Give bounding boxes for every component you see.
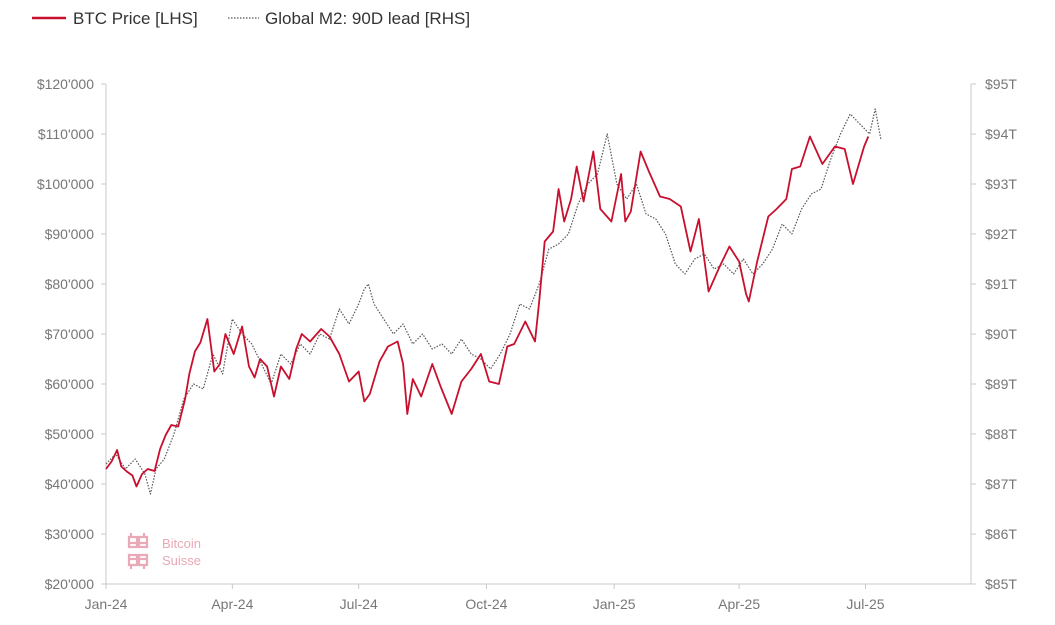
- right-tick-label: $89T: [985, 376, 1017, 392]
- legend-item-btc: BTC Price [LHS]: [32, 9, 198, 28]
- right-tick-label: $90T: [985, 326, 1017, 342]
- plot-area: $20'000 $30'000 $40'000 $50'000 $60'000 $70'0…: [37, 76, 1018, 612]
- right-tick-label: $87T: [985, 476, 1017, 492]
- left-axis-ticks: $20'000 $30'000 $40'000 $50'000 $60'000 $70'0…: [37, 76, 106, 592]
- x-tick-label: Jan-24: [85, 596, 128, 612]
- logo-line-2: Suisse: [162, 553, 201, 568]
- left-tick-label: $40'000: [45, 476, 95, 492]
- left-tick-label: $100'000: [37, 176, 94, 192]
- bitcoin-suisse-logo: Bitcoin Suisse: [127, 533, 201, 569]
- legend-item-m2: Global M2: 90D lead [RHS]: [228, 9, 470, 28]
- series-line-btc: [105, 135, 870, 488]
- right-tick-label: $85T: [985, 576, 1017, 592]
- x-tick-label: Jan-25: [593, 596, 636, 612]
- right-tick-label: $95T: [985, 76, 1017, 92]
- right-tick-label: $93T: [985, 176, 1017, 192]
- left-tick-label: $80'000: [45, 276, 95, 292]
- logo-line-1: Bitcoin: [162, 536, 201, 551]
- x-tick-label: Apr-24: [211, 596, 253, 612]
- left-tick-label: $60'000: [45, 376, 95, 392]
- left-tick-label: $50'000: [45, 426, 95, 442]
- right-axis-ticks: $85T $86T $87T $88T $89T $90T $91T $92T $93T $94T…: [971, 76, 1017, 592]
- x-tick-label: Oct-24: [465, 596, 507, 612]
- right-tick-label: $94T: [985, 126, 1017, 142]
- left-tick-label: $20'000: [45, 576, 95, 592]
- right-tick-label: $86T: [985, 526, 1017, 542]
- right-tick-label: $88T: [985, 426, 1017, 442]
- series-line-global-m2: [105, 108, 882, 495]
- x-axis-ticks: Jan-24 Apr-24 Jul-24 Oct-24 Jan-25 Apr-25 Jul-…: [85, 584, 885, 612]
- legend: BTC Price [LHS] Global M2: 90D lead [RHS…: [32, 9, 470, 28]
- x-tick-label: Apr-25: [718, 596, 760, 612]
- legend-label-btc: BTC Price [LHS]: [73, 9, 198, 28]
- left-tick-label: $110'000: [38, 126, 94, 142]
- right-tick-label: $91T: [985, 276, 1017, 292]
- x-tick-label: Jul-25: [846, 596, 884, 612]
- left-tick-label: $90'000: [45, 226, 95, 242]
- legend-label-m2: Global M2: 90D lead [RHS]: [265, 9, 470, 28]
- logo-mark-icon: [127, 533, 149, 569]
- left-tick-label: $30'000: [45, 526, 95, 542]
- series-layer: [105, 108, 882, 495]
- left-tick-label: $120'000: [37, 76, 94, 92]
- right-tick-label: $92T: [985, 226, 1017, 242]
- x-tick-label: Jul-24: [340, 596, 378, 612]
- left-tick-label: $70'000: [45, 326, 95, 342]
